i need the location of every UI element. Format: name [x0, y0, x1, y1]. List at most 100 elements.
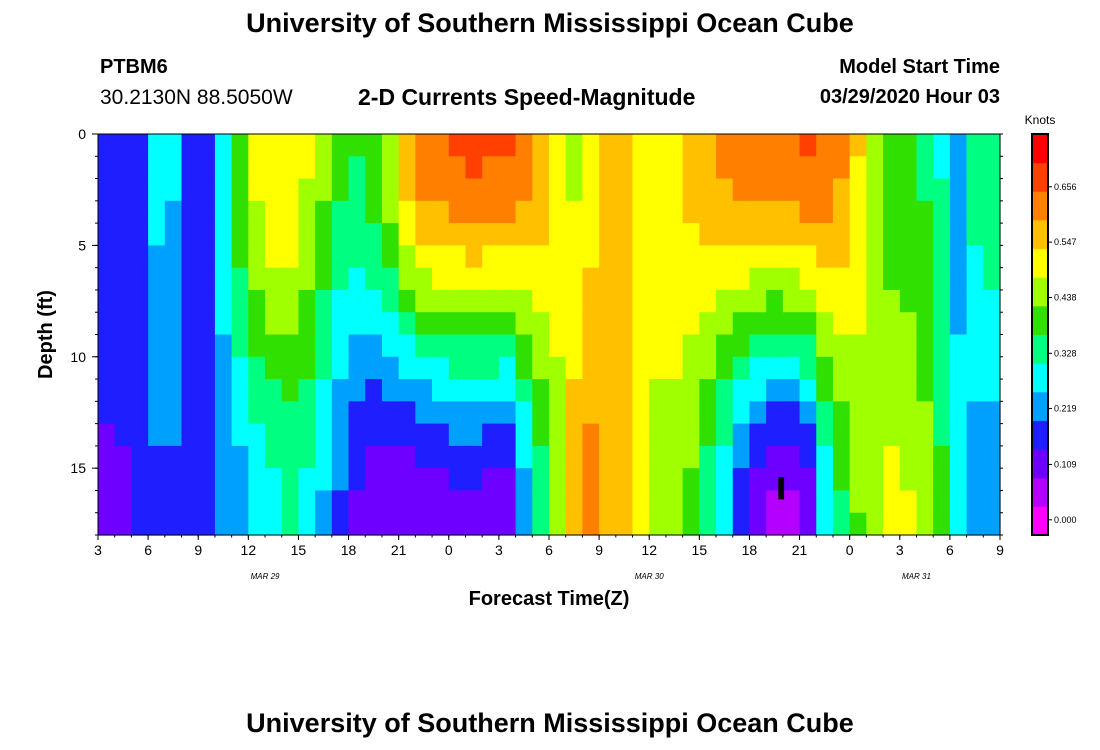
x-tick-label: 0 — [846, 542, 854, 558]
heatmap-cell — [98, 512, 116, 536]
heatmap-cell — [415, 245, 433, 269]
heatmap-cell — [98, 445, 116, 469]
heatmap-cell — [883, 334, 901, 358]
heatmap-cell — [498, 200, 517, 224]
heatmap-cell — [114, 356, 132, 380]
heatmap-cell — [164, 356, 183, 380]
heatmap-cell — [198, 312, 216, 336]
heatmap-cell — [883, 423, 901, 447]
heatmap-cell — [448, 356, 467, 380]
heatmap-cell — [866, 490, 884, 514]
x-tick-label: 3 — [94, 542, 102, 558]
heatmap-cell — [582, 379, 600, 402]
heatmap-cell — [949, 200, 968, 224]
heatmap-cell — [849, 356, 867, 380]
heatmap-cell — [916, 245, 934, 269]
heatmap-cell — [933, 200, 951, 224]
heatmap-cell — [515, 445, 533, 469]
heatmap-cell — [432, 289, 450, 313]
heatmap-cell — [198, 512, 216, 536]
heatmap-cell — [532, 512, 550, 536]
heatmap-cell — [131, 156, 149, 180]
heatmap-cell — [632, 401, 650, 425]
heatmap-cell — [315, 245, 333, 269]
heatmap-cell — [649, 312, 667, 336]
heatmap-cell — [231, 312, 249, 336]
heatmap-cell — [599, 245, 617, 269]
heatmap-cell — [415, 334, 433, 358]
heatmap-cell — [148, 490, 166, 514]
heatmap-cell — [348, 245, 366, 269]
heatmap-cell — [398, 156, 416, 180]
heatmap-cell — [114, 267, 132, 291]
heatmap-cell — [732, 490, 751, 514]
heatmap-cell — [565, 134, 583, 157]
heatmap-cell — [766, 445, 784, 469]
heatmap-cell — [949, 289, 968, 313]
heatmap-cell — [114, 401, 132, 425]
heatmap-cell — [482, 379, 500, 402]
heatmap-cell — [866, 245, 884, 269]
heatmap-cell — [482, 445, 500, 469]
heatmap-cell — [281, 445, 300, 469]
heatmap-cell — [298, 245, 316, 269]
model-start-label: Model Start Time — [839, 56, 1000, 78]
heatmap-cell — [983, 423, 1001, 447]
heatmap-cell — [448, 200, 467, 224]
heatmap-cell — [749, 267, 767, 291]
heatmap-cell — [448, 134, 467, 157]
heatmap-cell — [498, 512, 517, 536]
heatmap-cell — [966, 134, 984, 157]
heatmap-cell — [181, 379, 199, 402]
heatmap-cell — [131, 267, 149, 291]
heatmap-cell — [599, 401, 617, 425]
heatmap-cell — [348, 134, 366, 157]
heatmap-cell — [315, 445, 333, 469]
colorbar-band — [1032, 191, 1048, 221]
heatmap-cell — [782, 178, 801, 202]
heatmap-cell — [565, 245, 583, 269]
heatmap-cell — [148, 445, 166, 469]
heatmap-cell — [315, 178, 333, 202]
heatmap-cell — [198, 289, 216, 313]
heatmap-cell — [749, 223, 767, 246]
heatmap-cell — [348, 178, 366, 202]
heatmap-cell — [749, 512, 767, 536]
heatmap-cell — [749, 289, 767, 313]
heatmap-cell — [214, 423, 233, 447]
heatmap-cell — [448, 379, 467, 402]
heatmap-cell — [298, 423, 316, 447]
heatmap-cell — [949, 490, 968, 514]
heatmap-cell — [181, 134, 199, 157]
heatmap-cell — [632, 512, 650, 536]
heatmap-cell — [732, 289, 751, 313]
heatmap-cell — [181, 312, 199, 336]
heatmap-cell — [933, 312, 951, 336]
heatmap-cell — [265, 423, 283, 447]
heatmap-cell — [198, 178, 216, 202]
heatmap-cell — [983, 245, 1001, 269]
heatmap-cell — [716, 312, 734, 336]
heatmap-cell — [716, 445, 734, 469]
heatmap-cell — [632, 200, 650, 224]
heatmap-cell — [883, 468, 901, 492]
heatmap-cell — [448, 289, 467, 313]
x-tick-label: 12 — [641, 542, 657, 558]
heatmap-cell — [515, 223, 533, 246]
heatmap-cell — [866, 178, 884, 202]
heatmap-cell — [164, 223, 183, 246]
heatmap-cell — [315, 156, 333, 180]
heatmap-cell — [966, 289, 984, 313]
heatmap-cell — [716, 178, 734, 202]
heatmap-cell — [365, 134, 383, 157]
heatmap-cell — [766, 289, 784, 313]
heatmap-cell — [582, 468, 600, 492]
heatmap-cell — [983, 156, 1001, 180]
colorbar-tick-label: 0.656 — [1054, 182, 1077, 192]
heatmap-cell — [98, 223, 116, 246]
heatmap-cell — [331, 223, 350, 246]
heatmap-cell — [448, 445, 467, 469]
heatmap-cell — [766, 334, 784, 358]
heatmap-cell — [98, 200, 116, 224]
heatmap-cell — [532, 490, 550, 514]
